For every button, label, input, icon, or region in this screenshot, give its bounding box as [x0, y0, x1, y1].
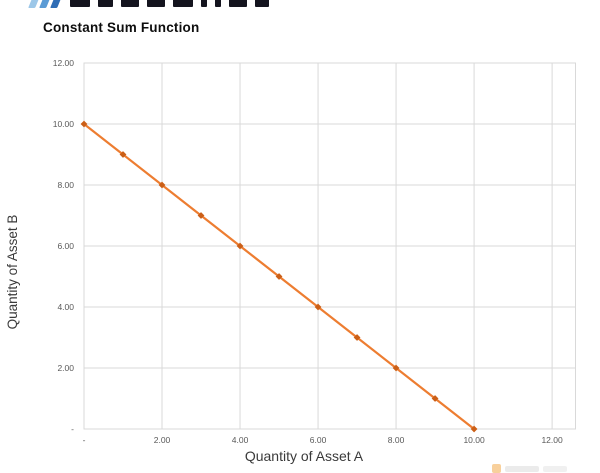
y-tick-label: 2.00 — [57, 363, 74, 373]
data-point-marker — [197, 212, 205, 219]
x-tick-label: 6.00 — [310, 435, 327, 445]
data-point-marker — [236, 242, 244, 250]
x-tick-label: 8.00 — [388, 435, 405, 445]
x-tick-label: 12.00 — [541, 435, 563, 445]
y-tick-label: 10.00 — [53, 119, 75, 129]
data-point-marker — [431, 395, 439, 402]
x-tick-label: 2.00 — [154, 435, 171, 445]
x-tick-label: - — [83, 435, 86, 445]
plot-border — [83, 62, 576, 430]
data-point-marker — [275, 273, 283, 280]
data-point-marker — [353, 334, 361, 341]
watermark-logo-cropped — [492, 464, 570, 473]
data-point-marker — [470, 425, 478, 433]
y-axis-title: Quantity of Asset B — [5, 214, 20, 330]
data-point-marker — [119, 151, 127, 158]
y-tick-label: 6.00 — [57, 241, 74, 251]
data-point-marker — [80, 120, 88, 128]
x-tick-label: 10.00 — [463, 435, 485, 445]
y-tick-label: 12.00 — [53, 58, 75, 68]
chart-title: Constant Sum Function — [43, 20, 200, 35]
y-tick-label: 4.00 — [57, 302, 74, 312]
y-tick-label: 8.00 — [57, 180, 74, 190]
watermark-icon — [492, 464, 501, 473]
data-point-marker — [158, 181, 166, 189]
y-tick-label: - — [71, 424, 74, 434]
brand-logo-cropped — [0, 0, 600, 10]
x-axis-title: Quantity of Asset A — [244, 448, 364, 464]
x-tick-label: 4.00 — [232, 435, 249, 445]
data-point-marker — [392, 364, 400, 372]
data-point-marker — [314, 303, 322, 311]
brand-wordmark-clipped — [70, 0, 269, 8]
